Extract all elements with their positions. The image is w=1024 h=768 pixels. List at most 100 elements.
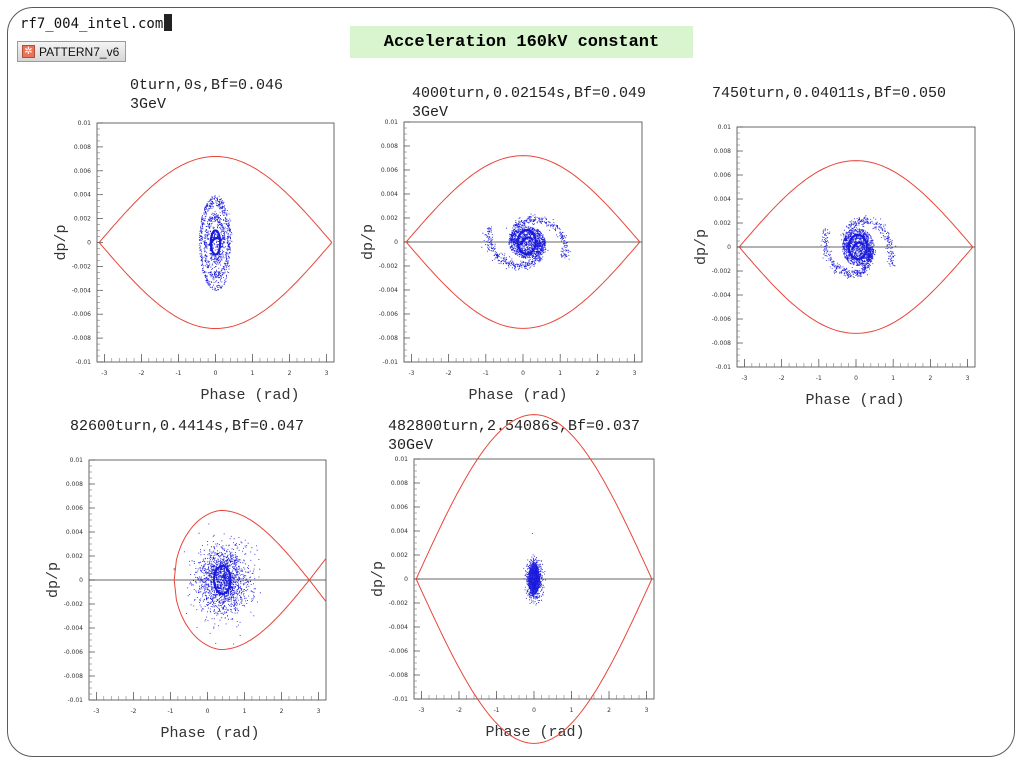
- x-tick-label: -2: [138, 370, 144, 377]
- y-tick-label: -0.002: [389, 600, 409, 607]
- plot-2-title: 4000turn,0.02154s,Bf=0.049: [412, 85, 647, 102]
- bunch-core-arc: [850, 241, 865, 251]
- particles: [198, 195, 233, 291]
- x-tick-label: -2: [456, 707, 462, 714]
- plot-5-title-block: 482800turn,2.54086s,Bf=0.037 30GeV: [388, 417, 640, 455]
- x-tick-label: -1: [167, 708, 173, 715]
- terminal-title: rf7_004_intel.com: [20, 14, 173, 32]
- x-tick-label: 3: [325, 370, 329, 377]
- terminal-text: rf7_004_intel.com: [20, 16, 164, 32]
- plot-4: 0.01 0.008 0.006 0.004 0.002 0 -0.002 -0.004 -0.…: [45, 457, 327, 742]
- plot-5-subtitle: 30GeV: [388, 437, 434, 454]
- y-tick-label: 0: [394, 239, 398, 246]
- y-tick-label: 0.008: [74, 144, 91, 151]
- y-tick-label: -0.01: [382, 359, 398, 366]
- x-axis-label: Phase (rad): [485, 724, 584, 741]
- plot-1-title-block: 0turn,0s,Bf=0.046 3GeV: [130, 76, 283, 114]
- x-tick-label: 0: [206, 708, 210, 715]
- separatrix-curve: [173, 509, 327, 651]
- particle-bunch: [820, 215, 897, 279]
- plot-3: 0.01 0.008 0.006 0.004 0.002 0 -0.002 -0.004 -0.…: [693, 124, 976, 409]
- y-tick-label: -0.006: [379, 311, 399, 318]
- plot-2: 0.01 0.008 0.006 0.004 0.002 0 -0.002 -0.004 -0.…: [360, 119, 643, 404]
- pattern-button[interactable]: ✲ PATTERN7_v6: [17, 41, 127, 62]
- y-tick-label: -0.002: [64, 601, 84, 608]
- y-tick-label: -0.008: [389, 672, 409, 679]
- y-tick-label: 0.004: [391, 528, 408, 535]
- particle-bunch: [183, 523, 261, 645]
- y-tick-label: -0.008: [64, 673, 84, 680]
- separatrix-curve: [405, 155, 641, 329]
- y-tick-label: 0.006: [381, 167, 398, 174]
- x-tick-label: -2: [130, 708, 136, 715]
- slide-title-text: Acceleration 160kV constant: [383, 32, 660, 52]
- bunch-core-swirl: [213, 565, 232, 595]
- y-tick-label: 0: [87, 240, 91, 247]
- y-tick-label: -0.008: [72, 335, 92, 342]
- y-tick-label: -0.01: [392, 696, 408, 703]
- x-tick-label: -3: [408, 370, 414, 377]
- plot-5-title: 482800turn,2.54086s,Bf=0.037: [388, 418, 641, 435]
- slide-frame: [7, 7, 1015, 757]
- y-tick-label: -0.006: [712, 316, 732, 323]
- x-tick-label: 0: [532, 707, 536, 714]
- particles: [523, 533, 547, 606]
- y-tick-label: 0.01: [78, 120, 92, 127]
- plot-frame: [96, 122, 335, 363]
- y-axis-label: dp/p: [693, 229, 710, 265]
- x-tick-label: 2: [928, 375, 932, 382]
- bunch-core-swirl: [516, 228, 537, 256]
- y-tick-label: 0.002: [74, 216, 91, 223]
- particle-bunch: [481, 213, 571, 271]
- plot-3-title: 7450turn,0.04011s,Bf=0.050: [712, 85, 947, 102]
- plot-4-title-block: 82600turn,0.4414s,Bf=0.047: [70, 417, 304, 436]
- y-tick-label: 0.01: [385, 119, 399, 126]
- y-tick-label: 0.01: [395, 456, 409, 463]
- plot-3-title-block: 7450turn,0.04011s,Bf=0.050: [712, 84, 946, 103]
- y-tick-label: 0: [727, 244, 731, 251]
- x-tick-label: -3: [419, 707, 425, 714]
- y-tick-label: 0: [404, 576, 408, 583]
- plot-1-subtitle: 3GeV: [130, 96, 167, 113]
- x-tick-label: -2: [779, 375, 785, 382]
- y-tick-label: 0.01: [718, 124, 732, 131]
- x-tick-label: 3: [633, 370, 637, 377]
- y-tick-label: 0.002: [66, 553, 83, 560]
- y-tick-label: 0.01: [70, 457, 84, 464]
- x-tick-label: 0: [214, 370, 218, 377]
- bunch-core-arc: [519, 236, 534, 246]
- y-axis-label: dp/p: [45, 562, 62, 598]
- y-tick-label: -0.01: [67, 697, 83, 704]
- y-tick-label: 0.002: [381, 215, 398, 222]
- x-tick-label: -3: [741, 375, 747, 382]
- y-tick-label: 0.004: [714, 196, 731, 203]
- x-tick-label: -2: [446, 370, 452, 377]
- y-tick-label: -0.004: [72, 287, 92, 294]
- x-tick-label: -1: [483, 370, 489, 377]
- x-axis-label: Phase (rad): [200, 387, 299, 404]
- x-tick-label: 1: [570, 707, 574, 714]
- plot-4-title: 82600turn,0.4414s,Bf=0.047: [70, 418, 305, 435]
- y-tick-label: 0.006: [714, 172, 731, 179]
- particle-bunch: [523, 533, 547, 606]
- y-tick-label: 0.002: [391, 552, 408, 559]
- y-tick-label: -0.006: [64, 649, 84, 656]
- y-tick-label: 0.006: [391, 504, 408, 511]
- separatrix-curve: [738, 160, 974, 334]
- x-tick-label: -1: [175, 370, 181, 377]
- bunch-core: [528, 563, 540, 595]
- y-tick-label: -0.008: [712, 340, 732, 347]
- y-tick-label: 0.008: [714, 148, 731, 155]
- y-tick-label: -0.004: [379, 287, 399, 294]
- x-tick-label: -3: [93, 708, 99, 715]
- x-axis-label: Phase (rad): [805, 392, 904, 409]
- x-tick-label: 1: [891, 375, 895, 382]
- plot-2-title-block: 4000turn,0.02154s,Bf=0.049 3GeV: [412, 84, 646, 122]
- y-tick-label: 0.002: [714, 220, 731, 227]
- x-tick-label: -3: [101, 370, 107, 377]
- y-axis-label: dp/p: [360, 224, 377, 260]
- particles: [183, 523, 261, 645]
- y-tick-label: 0.004: [381, 191, 398, 198]
- separatrix-curve: [98, 156, 333, 329]
- separatrix-curve: [415, 414, 653, 744]
